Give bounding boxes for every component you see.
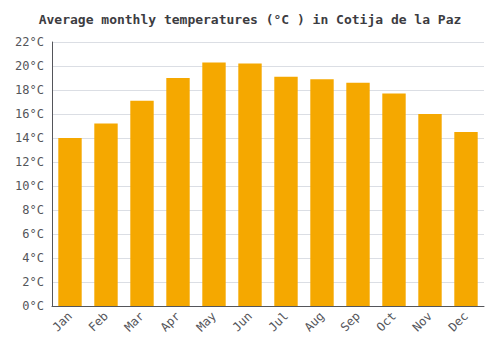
svg-text:Sep: Sep [338,309,363,334]
svg-text:Apr: Apr [158,309,183,334]
svg-text:20°C: 20°C [15,59,44,73]
svg-text:Oct: Oct [374,309,399,334]
svg-text:Aug: Aug [302,309,327,334]
svg-text:6°C: 6°C [22,227,44,241]
svg-text:8°C: 8°C [22,203,44,217]
svg-text:Average monthly temperatures (: Average monthly temperatures (°C ) in Co… [39,12,462,27]
svg-text:22°C: 22°C [15,35,44,49]
svg-text:Feb: Feb [86,309,111,334]
svg-text:Jan: Jan [50,309,75,334]
svg-text:0°C: 0°C [22,299,44,313]
svg-text:16°C: 16°C [15,107,44,121]
svg-text:10°C: 10°C [15,179,44,193]
svg-text:4°C: 4°C [22,251,44,265]
svg-text:May: May [194,309,219,334]
svg-text:Jun: Jun [230,309,255,334]
svg-text:14°C: 14°C [15,131,44,145]
svg-text:18°C: 18°C [15,83,44,97]
svg-text:Jul: Jul [266,309,291,334]
svg-text:12°C: 12°C [15,155,44,169]
svg-text:Nov: Nov [410,309,435,334]
svg-text:Dec: Dec [446,309,471,334]
svg-text:2°C: 2°C [22,275,44,289]
svg-text:Mar: Mar [122,309,147,334]
